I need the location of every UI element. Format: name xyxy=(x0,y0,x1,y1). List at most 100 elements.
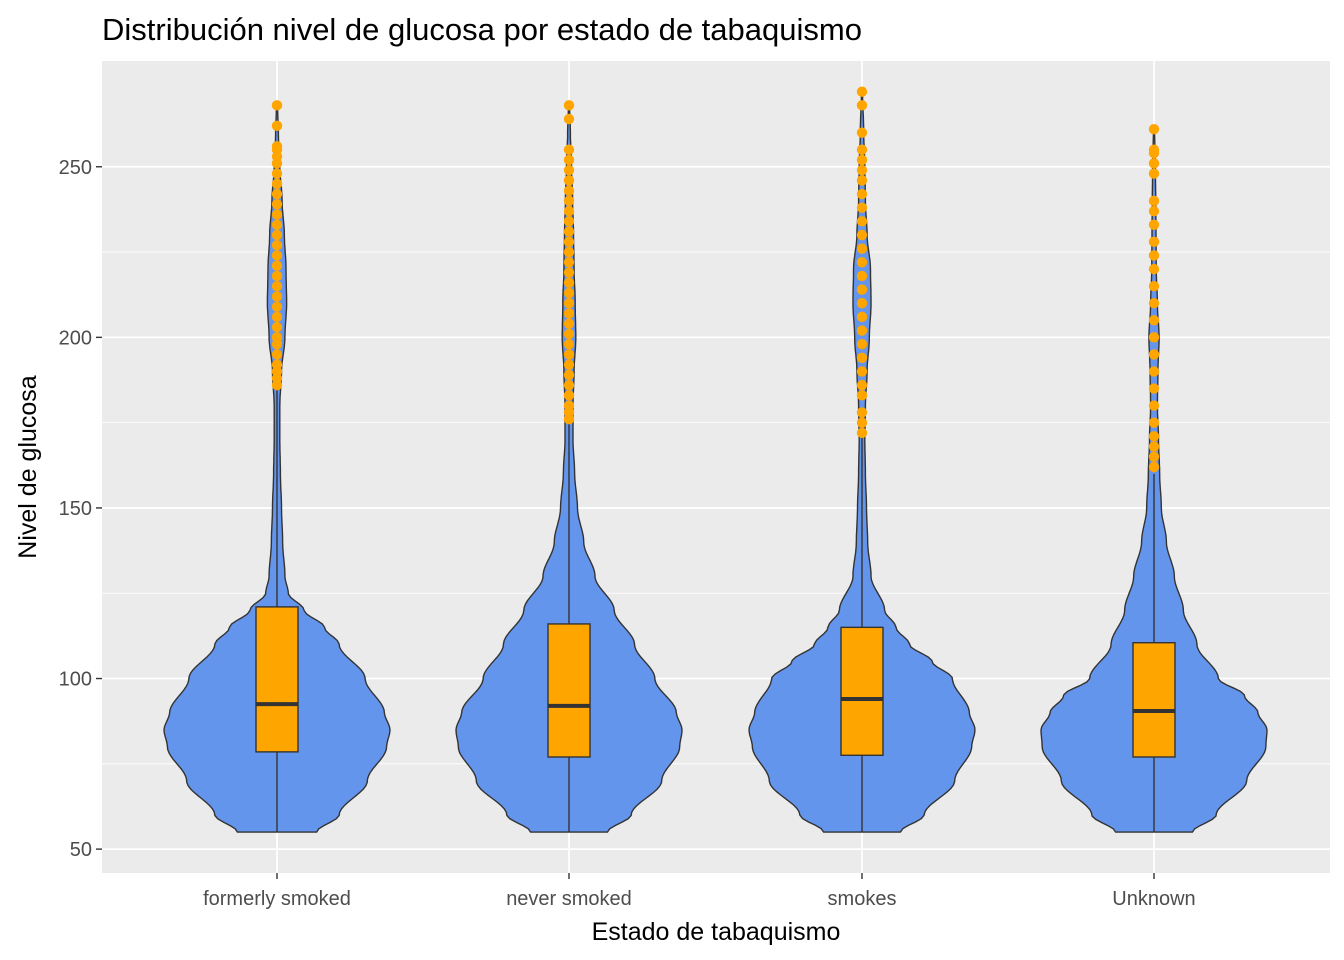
outlier-point xyxy=(1148,315,1160,326)
outlier-point xyxy=(1148,124,1160,135)
outlier-point xyxy=(271,301,283,312)
outlier-point xyxy=(271,209,283,220)
outlier-point xyxy=(1148,280,1160,292)
outlier-point xyxy=(563,318,575,329)
outlier-point xyxy=(271,311,283,323)
outlier-point xyxy=(563,100,575,111)
violin-group xyxy=(748,86,976,833)
outlier-point xyxy=(1148,236,1160,248)
outlier-point xyxy=(271,250,283,261)
outlier-point xyxy=(563,328,575,340)
outlier-point xyxy=(856,216,868,227)
outlier-point xyxy=(563,267,575,278)
outlier-point xyxy=(271,240,283,251)
violin-group xyxy=(1040,124,1268,833)
outlier-point xyxy=(856,202,868,213)
outlier-point xyxy=(271,199,283,210)
outlier-point xyxy=(563,195,575,207)
outlier-point xyxy=(563,359,575,370)
violin-group xyxy=(455,100,683,833)
outlier-point xyxy=(1148,298,1160,309)
outlier-point xyxy=(1148,441,1160,452)
outlier-point xyxy=(563,400,575,411)
outlier-point xyxy=(1148,332,1160,343)
box xyxy=(1132,642,1176,758)
outlier-point xyxy=(563,185,575,196)
outlier-point xyxy=(856,188,868,200)
outlier-point xyxy=(563,144,575,155)
outlier-point xyxy=(271,270,283,282)
outlier-point xyxy=(856,325,868,336)
outlier-point xyxy=(563,277,575,288)
y-axis: 50 100 150 200 250 xyxy=(59,157,102,861)
outlier-point xyxy=(563,287,575,299)
outlier-point xyxy=(271,100,283,111)
outlier-point xyxy=(856,407,868,418)
outlier-point xyxy=(271,229,283,241)
y-tick-label: 100 xyxy=(59,669,92,691)
outlier-point xyxy=(271,280,283,292)
outlier-point xyxy=(856,366,868,377)
outlier-point xyxy=(856,175,868,186)
outlier-point xyxy=(856,352,868,364)
outlier-point xyxy=(1148,349,1160,360)
y-tick-label: 50 xyxy=(70,839,92,861)
outlier-point xyxy=(856,284,868,295)
x-tick-label: Unknown xyxy=(1112,888,1195,910)
x-tick-label: formerly smoked xyxy=(203,888,351,910)
outlier-point xyxy=(856,86,868,97)
chart-title: Distribución nivel de glucosa por estado… xyxy=(102,12,862,47)
y-axis-title: Nivel de glucosa xyxy=(14,375,42,559)
outlier-point xyxy=(271,332,283,343)
outlier-point xyxy=(856,164,868,176)
outlier-point xyxy=(856,311,868,323)
outlier-point xyxy=(563,154,575,166)
outlier-point xyxy=(271,219,283,230)
outlier-point xyxy=(563,308,575,319)
outlier-point xyxy=(856,338,868,350)
outlier-point xyxy=(1148,366,1160,377)
outlier-point xyxy=(271,120,283,132)
outlier-point xyxy=(856,270,868,282)
outlier-point xyxy=(1148,250,1160,261)
outlier-point xyxy=(563,390,575,401)
box xyxy=(547,623,591,758)
outlier-point xyxy=(856,144,868,155)
outlier-point xyxy=(563,338,575,350)
box xyxy=(255,606,299,753)
outlier-point xyxy=(563,205,575,217)
outlier-point xyxy=(1148,400,1160,411)
outlier-point xyxy=(1148,219,1160,230)
outlier-point xyxy=(856,229,868,241)
outlier-point xyxy=(563,216,575,227)
outlier-point xyxy=(271,260,283,271)
outlier-point xyxy=(563,113,575,125)
outlier-point xyxy=(1148,431,1160,442)
x-axis-title: Estado de tabaquismo xyxy=(592,918,841,946)
outlier-point xyxy=(1148,195,1160,207)
outlier-point xyxy=(856,298,868,309)
outlier-point xyxy=(1148,168,1160,179)
outlier-point xyxy=(856,257,868,268)
outlier-point xyxy=(856,379,868,391)
outlier-point xyxy=(1148,205,1160,217)
outlier-point xyxy=(563,246,575,258)
outlier-point xyxy=(271,178,283,190)
outlier-point xyxy=(563,164,575,176)
box xyxy=(840,626,884,756)
violin-group xyxy=(163,100,391,833)
outlier-point xyxy=(563,257,575,268)
outlier-point xyxy=(271,168,283,179)
outlier-point xyxy=(856,427,868,439)
outlier-point xyxy=(856,100,868,111)
outlier-point xyxy=(563,175,575,186)
outlier-point xyxy=(563,349,575,360)
outlier-point xyxy=(1148,451,1160,462)
outlier-point xyxy=(856,154,868,166)
outlier-point xyxy=(271,291,283,302)
outlier-point xyxy=(1148,144,1160,155)
outlier-point xyxy=(856,127,868,138)
outlier-point xyxy=(271,141,283,152)
outlier-point xyxy=(1148,158,1160,169)
outlier-point xyxy=(1148,263,1160,275)
